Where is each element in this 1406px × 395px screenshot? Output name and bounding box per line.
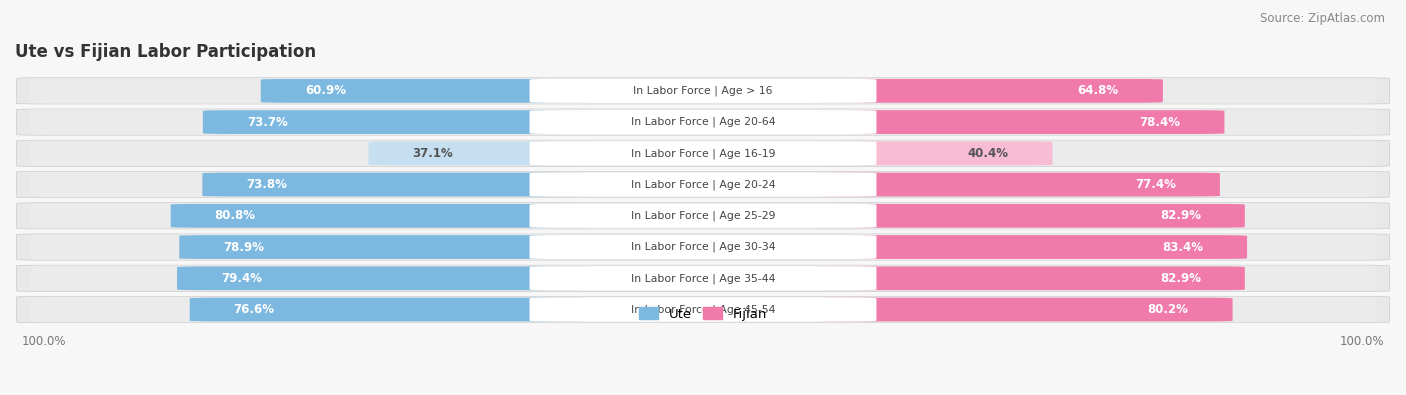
FancyBboxPatch shape (530, 235, 876, 259)
Text: Source: ZipAtlas.com: Source: ZipAtlas.com (1260, 12, 1385, 25)
Text: In Labor Force | Age 45-54: In Labor Force | Age 45-54 (631, 304, 775, 315)
FancyBboxPatch shape (30, 266, 1376, 291)
FancyBboxPatch shape (530, 266, 876, 290)
FancyBboxPatch shape (530, 110, 876, 134)
FancyBboxPatch shape (17, 203, 1389, 229)
FancyBboxPatch shape (202, 110, 592, 134)
Text: 73.7%: 73.7% (247, 116, 288, 129)
FancyBboxPatch shape (17, 78, 1389, 104)
Text: In Labor Force | Age 16-19: In Labor Force | Age 16-19 (631, 148, 775, 158)
FancyBboxPatch shape (17, 296, 1389, 323)
Text: 78.9%: 78.9% (224, 241, 264, 254)
FancyBboxPatch shape (814, 173, 1220, 196)
FancyBboxPatch shape (177, 266, 592, 290)
Text: 77.4%: 77.4% (1135, 178, 1175, 191)
FancyBboxPatch shape (530, 79, 876, 103)
FancyBboxPatch shape (30, 234, 1376, 260)
Text: In Labor Force | Age 35-44: In Labor Force | Age 35-44 (631, 273, 775, 284)
FancyBboxPatch shape (180, 235, 592, 259)
Text: 60.9%: 60.9% (305, 85, 346, 97)
FancyBboxPatch shape (30, 172, 1376, 197)
FancyBboxPatch shape (170, 204, 592, 228)
Text: In Labor Force | Age > 16: In Labor Force | Age > 16 (633, 86, 773, 96)
FancyBboxPatch shape (17, 171, 1389, 198)
FancyBboxPatch shape (368, 141, 592, 165)
Text: In Labor Force | Age 30-34: In Labor Force | Age 30-34 (631, 242, 775, 252)
Text: In Labor Force | Age 20-24: In Labor Force | Age 20-24 (631, 179, 775, 190)
Text: 82.9%: 82.9% (1160, 272, 1201, 285)
FancyBboxPatch shape (530, 297, 876, 322)
FancyBboxPatch shape (814, 235, 1247, 259)
Text: 78.4%: 78.4% (1139, 116, 1181, 129)
Text: 79.4%: 79.4% (221, 272, 262, 285)
FancyBboxPatch shape (190, 298, 592, 322)
FancyBboxPatch shape (814, 204, 1244, 228)
Text: 82.9%: 82.9% (1160, 209, 1201, 222)
FancyBboxPatch shape (30, 109, 1376, 135)
FancyBboxPatch shape (814, 79, 1163, 103)
Text: 80.8%: 80.8% (215, 209, 256, 222)
FancyBboxPatch shape (202, 173, 592, 196)
FancyBboxPatch shape (530, 204, 876, 228)
FancyBboxPatch shape (30, 297, 1376, 322)
FancyBboxPatch shape (530, 141, 876, 166)
Text: In Labor Force | Age 25-29: In Labor Force | Age 25-29 (631, 211, 775, 221)
Text: 64.8%: 64.8% (1078, 85, 1119, 97)
Text: In Labor Force | Age 20-64: In Labor Force | Age 20-64 (631, 117, 775, 127)
FancyBboxPatch shape (30, 78, 1376, 103)
Text: 37.1%: 37.1% (412, 147, 453, 160)
Text: Ute vs Fijian Labor Participation: Ute vs Fijian Labor Participation (15, 43, 316, 61)
Text: 76.6%: 76.6% (233, 303, 274, 316)
Text: 40.4%: 40.4% (967, 147, 1008, 160)
FancyBboxPatch shape (30, 203, 1376, 228)
FancyBboxPatch shape (17, 234, 1389, 260)
FancyBboxPatch shape (814, 110, 1225, 134)
Text: 80.2%: 80.2% (1147, 303, 1188, 316)
FancyBboxPatch shape (30, 141, 1376, 166)
FancyBboxPatch shape (17, 265, 1389, 292)
FancyBboxPatch shape (17, 109, 1389, 135)
FancyBboxPatch shape (17, 140, 1389, 166)
Text: 73.8%: 73.8% (246, 178, 287, 191)
FancyBboxPatch shape (530, 173, 876, 197)
FancyBboxPatch shape (814, 298, 1233, 322)
Text: 83.4%: 83.4% (1161, 241, 1204, 254)
FancyBboxPatch shape (814, 266, 1244, 290)
Legend: Ute, Fijian: Ute, Fijian (633, 302, 773, 326)
FancyBboxPatch shape (814, 141, 1053, 165)
FancyBboxPatch shape (260, 79, 592, 103)
